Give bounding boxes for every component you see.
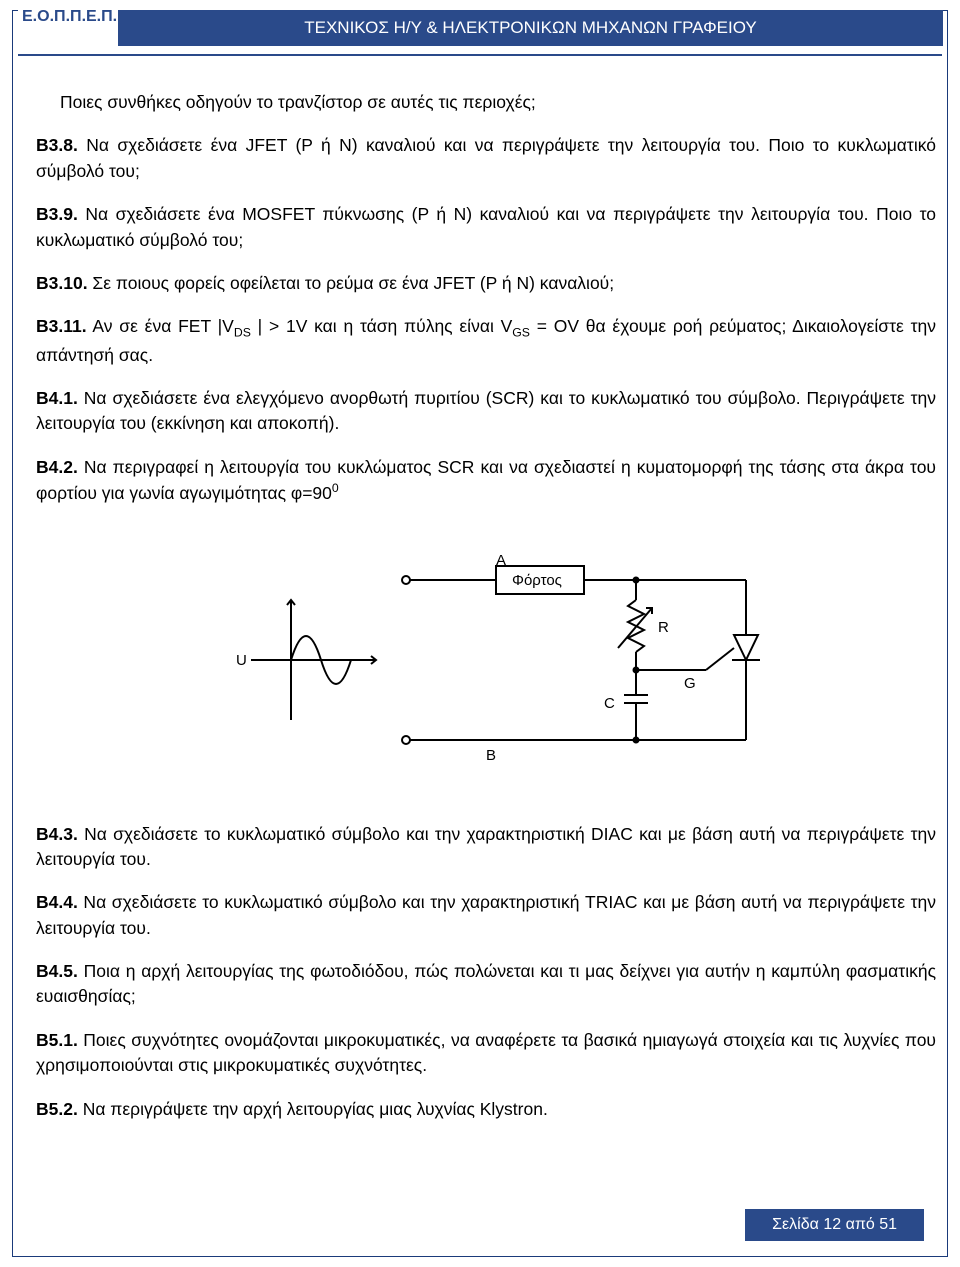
question-text: Να σχεδιάσετε ένα MOSFET πύκνωσης (Ρ ή Ν… [36,204,936,249]
question-text-pre: Αν σε ένα FET |V [87,316,234,336]
question-text: Να σχεδιάσετε το κυκλωματικό σύμβολο και… [36,892,936,937]
content-area: Ποιες συνθήκες οδηγούν το τρανζίστορ σε … [36,90,936,1140]
circuit-diagram-container: U A Φόρτος G [36,530,936,797]
question-number: Β3.8. [36,135,78,155]
page-number-pill: Σελίδα 12 από 51 [745,1209,924,1241]
diagram-label-u: U [236,652,247,669]
question-b5-1: Β5.1. Ποιες συχνότητες ονομάζονται μικρο… [36,1028,936,1079]
question-text-mid: | > 1V και η τάση πύλης είναι V [251,316,512,336]
subscript-gs: GS [512,326,530,340]
subscript-ds: DS [234,326,251,340]
question-b4-1: Β4.1. Να σχεδιάσετε ένα ελεγχόμενο ανορθ… [36,386,936,437]
question-b4-3: Β4.3. Να σχεδιάσετε το κυκλωματικό σύμβο… [36,822,936,873]
question-number: Β4.4. [36,892,78,912]
question-text: Να περιγράψετε την αρχή λειτουργίας μιας… [78,1099,548,1119]
question-b3-8: Β3.8. Να σχεδιάσετε ένα JFET (Ρ ή Ν) καν… [36,133,936,184]
question-b3-9: Β3.9. Να σχεδιάσετε ένα MOSFET πύκνωσης … [36,202,936,253]
scr-circuit-diagram: U A Φόρτος G [186,530,786,790]
diagram-label-c: C [604,695,615,712]
question-text: Σε ποιους φορείς οφείλεται το ρεύμα σε έ… [88,273,615,293]
question-text: Να σχεδιάσετε ένα ελεγχόμενο ανορθωτή πυ… [36,388,936,433]
question-number: Β4.3. [36,824,78,844]
question-number: Β4.2. [36,457,78,477]
question-b4-4: Β4.4. Να σχεδιάσετε το κυκλωματικό σύμβο… [36,890,936,941]
question-b5-2: Β5.2. Να περιγράψετε την αρχή λειτουργία… [36,1097,936,1122]
question-text: Ποιες συχνότητες ονομάζονται μικροκυματι… [36,1030,936,1075]
question-number: Β5.1. [36,1030,78,1050]
question-b3-11: Β3.11. Αν σε ένα FET |VDS | > 1V και η τ… [36,314,936,368]
question-b4-5: Β4.5. Ποια η αρχή λειτουργίας της φωτοδι… [36,959,936,1010]
page-number-text: Σελίδα 12 από 51 [772,1216,897,1233]
intro-line: Ποιες συνθήκες οδηγούν το τρανζίστορ σε … [36,90,936,115]
diagram-label-r: R [658,619,669,636]
question-number: Β5.2. [36,1099,78,1119]
diagram-label-load: Φόρτος [512,572,562,589]
question-b4-2: Β4.2. Να περιγραφεί η λειτουργία του κυκ… [36,455,936,507]
diagram-label-g: G [684,675,696,692]
question-text-pre: Να περιγραφεί η λειτουργία του κυκλώματο… [36,457,936,503]
header-underline [18,54,942,56]
question-number: Β3.9. [36,204,78,224]
question-text: Να σχεδιάσετε το κυκλωματικό σύμβολο και… [36,824,936,869]
document-title-band: ΤΕΧΝΙΚΟΣ Η/Υ & ΗΛΕΚΤΡΟΝΙΚΩΝ ΜΗΧΑΝΩΝ ΓΡΑΦ… [118,10,943,46]
org-acronym: Ε.Ο.Π.Π.Ε.Π. [18,8,121,26]
question-text: Ποια η αρχή λειτουργίας της φωτοδιόδου, … [36,961,936,1006]
question-number: Β3.10. [36,273,88,293]
question-number: Β4.1. [36,388,78,408]
question-b3-10: Β3.10. Σε ποιους φορείς οφείλεται το ρεύ… [36,271,936,296]
diagram-label-b: B [486,747,496,764]
superscript-zero: 0 [332,481,339,495]
question-number: Β4.5. [36,961,78,981]
question-text: Να σχεδιάσετε ένα JFET (Ρ ή Ν) καναλιού … [36,135,936,180]
document-title: ΤΕΧΝΙΚΟΣ Η/Υ & ΗΛΕΚΤΡΟΝΙΚΩΝ ΜΗΧΑΝΩΝ ΓΡΑΦ… [304,18,756,38]
question-number: Β3.11. [36,316,87,336]
